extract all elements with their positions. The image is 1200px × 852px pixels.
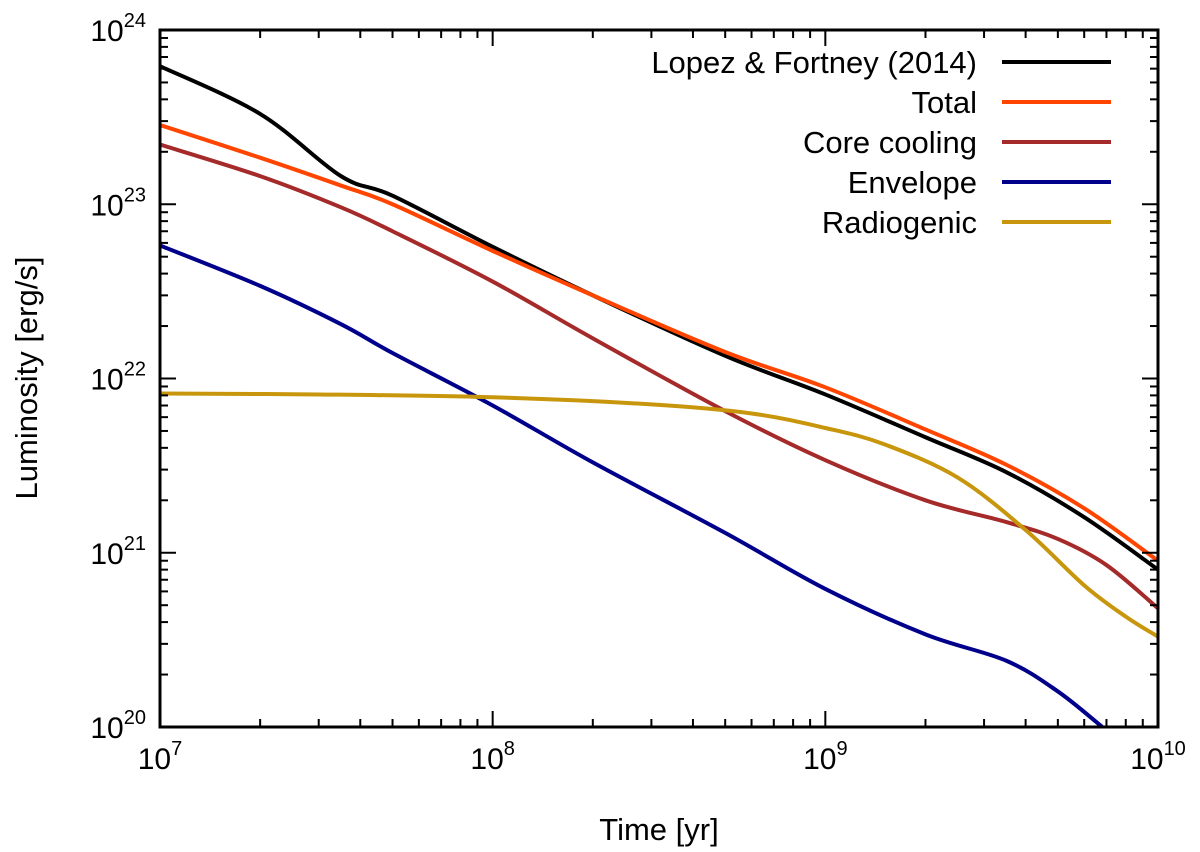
y-tick-label: 1023 [90,184,146,222]
ticks-layer: 107 108 109 1010 1020 1021 1022 1023 1024 [90,10,1185,776]
x-tick-label: 109 [803,738,848,776]
series-line-core-cooling [160,142,1158,610]
y-tick-label: 1022 [90,359,146,397]
legend-label-envelope: Envelope [848,165,977,200]
y-tick-label: 1020 [90,707,146,745]
y-axis-title: Luminosity [erg/s] [9,257,44,500]
plot-frame [158,28,1160,729]
x-tick-label: 108 [470,738,514,776]
y-tick-label: 1024 [90,10,146,48]
x-tick-label: 1010 [1130,738,1186,776]
x-axis-title: Time [yr] [599,812,718,847]
legend-label-lopez-fortney-2014: Lopez & Fortney (2014) [651,45,977,80]
series-line-total [160,123,1158,563]
legend-label-core-cooling: Core cooling [803,125,977,160]
legend-label-radiogenic: Radiogenic [822,205,977,240]
legend: Lopez & Fortney (2014) Total Core cooling E… [651,45,1111,240]
legend-label-total: Total [912,85,977,120]
series-line-radiogenic [160,391,1158,639]
x-tick-label: 107 [138,738,183,776]
curves-layer [160,64,1158,727]
y-tick-label: 1021 [90,533,146,571]
series-line-envelope [160,243,1104,727]
